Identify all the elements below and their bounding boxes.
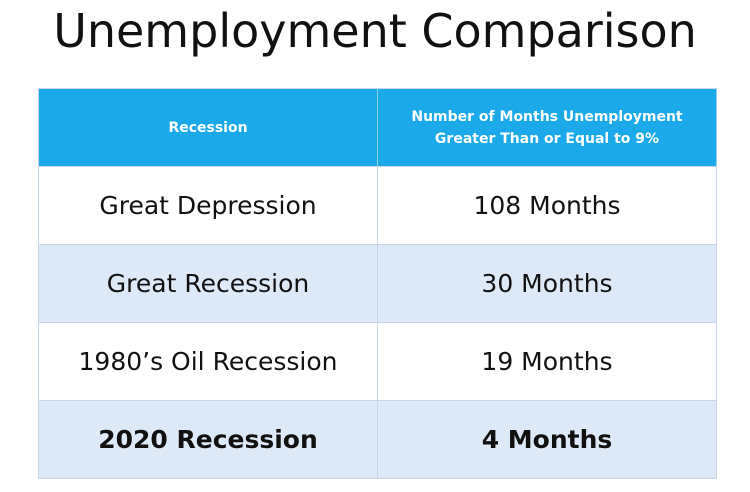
recession-cell: Great Recession: [38, 244, 378, 323]
header-cell: Number of Months Unemployment Greater Th…: [377, 88, 717, 167]
table-body: Great Depression 108 Months Great Recessio…: [38, 166, 717, 479]
months-cell: 30 Months: [377, 244, 717, 323]
table-row: 1980’s Oil Recession 19 Months: [38, 322, 717, 401]
table-header: Recession Number of Months Unemployment G…: [38, 88, 717, 167]
comparison-table: Recession Number of Months Unemployment G…: [38, 88, 717, 479]
months-cell: 19 Months: [377, 322, 717, 401]
recession-cell: Great Depression: [38, 166, 378, 245]
header-row: Recession Number of Months Unemployment G…: [38, 88, 717, 167]
months-cell: 108 Months: [377, 166, 717, 245]
table-row: Great Depression 108 Months: [38, 166, 717, 245]
table-row: 2020 Recession 4 Months: [38, 400, 717, 479]
header-cell: Recession: [38, 88, 378, 167]
table-row: Great Recession 30 Months: [38, 244, 717, 323]
months-cell: 4 Months: [377, 400, 717, 479]
recession-cell: 2020 Recession: [38, 400, 378, 479]
title: Unemployment Comparison: [53, 4, 697, 58]
recession-cell: 1980’s Oil Recession: [38, 322, 378, 401]
